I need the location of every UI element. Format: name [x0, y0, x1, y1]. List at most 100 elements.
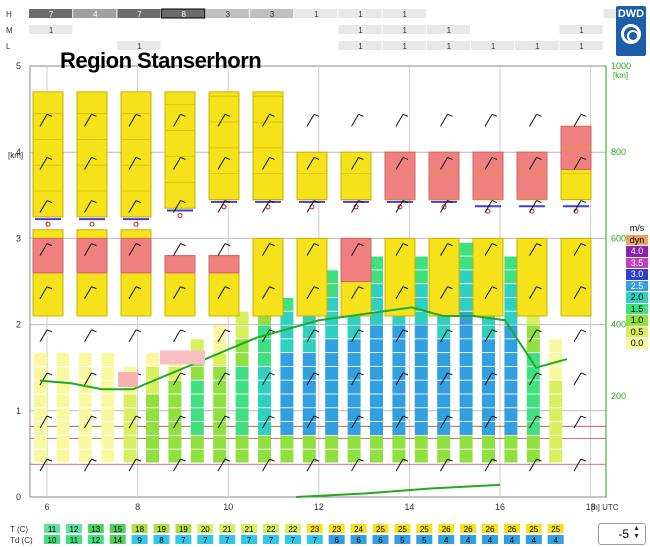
lift-cell — [392, 435, 406, 449]
x-tick-label: 8 — [135, 502, 140, 512]
t-cell — [87, 524, 104, 533]
cloud-cell — [382, 9, 426, 18]
wind-barb — [484, 372, 493, 386]
wind-barb-feather — [224, 372, 231, 376]
lift-cell — [325, 435, 339, 449]
wind-barb — [395, 329, 404, 343]
td-cell — [306, 535, 323, 544]
wind-barb — [351, 329, 359, 343]
wind-barb-feather — [313, 113, 320, 117]
lift-cell — [123, 408, 137, 422]
wind-barb-feather — [135, 286, 142, 290]
cloud-cell — [471, 41, 515, 50]
wind-barb — [529, 157, 537, 170]
lift-cell — [549, 394, 563, 408]
lift-cell — [101, 380, 115, 394]
lift-cell — [123, 394, 137, 408]
wind-barb-feather — [269, 458, 275, 462]
lift-cell — [34, 422, 47, 435]
lift-cell — [347, 380, 361, 394]
cloud-cell-value: 1 — [447, 42, 452, 51]
cloud-box — [208, 91, 240, 201]
lift-cell — [325, 353, 339, 366]
wind-barb-feather — [580, 243, 587, 247]
lift-cell — [34, 449, 47, 463]
lift-cell — [392, 394, 406, 408]
legend-item: 0.0 — [626, 338, 648, 350]
wind-barb-feather — [224, 415, 231, 419]
wind-barb — [573, 157, 582, 170]
wind-barb — [173, 458, 181, 472]
lift-cell — [549, 422, 563, 435]
wind-barb — [39, 286, 48, 299]
cloud-box — [76, 91, 108, 218]
wind-barb — [39, 157, 48, 170]
wind-barb — [351, 157, 359, 170]
td-cell — [460, 535, 477, 544]
lift-cell — [482, 366, 495, 380]
wind-barb-feather — [180, 329, 186, 333]
lift-cell — [168, 435, 182, 449]
lift-cell — [504, 256, 518, 270]
wind-barb — [351, 243, 359, 256]
cloud-cell — [117, 9, 161, 18]
wind-barb-feather — [491, 156, 498, 160]
wind-barb — [84, 458, 92, 472]
wind-barb-feather — [358, 113, 364, 117]
t-value: 25 — [376, 525, 385, 534]
cloud-cell-value: 1 — [358, 26, 363, 35]
td-cell — [131, 535, 148, 544]
lift-cell — [504, 297, 518, 311]
wind-barb — [262, 458, 270, 472]
wind-barb — [128, 329, 137, 343]
td-cell — [503, 535, 520, 544]
lift-cell — [392, 422, 406, 435]
wind-barb-feather — [402, 415, 409, 419]
t-value: 18 — [135, 525, 144, 534]
wind-barb — [573, 200, 582, 213]
wind-barb — [262, 415, 270, 429]
lift-cell — [459, 311, 473, 325]
cloud-box-strong — [340, 237, 372, 282]
lift-cell — [213, 435, 227, 449]
cloud-box-strong — [428, 151, 460, 201]
wind-barb-feather — [536, 243, 542, 247]
lift-cell — [459, 339, 473, 353]
wind-barb — [39, 415, 48, 429]
wind-barb-feather — [224, 243, 231, 247]
wind-barb — [128, 200, 137, 213]
td-cell — [482, 535, 498, 544]
lift-cell — [459, 422, 473, 435]
lift-cell — [325, 408, 339, 422]
wind-barb-feather — [313, 200, 320, 204]
lift-cell — [213, 380, 227, 394]
cloud-cell — [426, 41, 470, 50]
wind-barb — [306, 243, 315, 256]
cloud-cell — [382, 25, 426, 34]
stepper-arrows-icon[interactable]: ▲ ▼ — [633, 525, 640, 540]
lift-cell — [258, 435, 271, 449]
legend-item: 1.5 — [626, 303, 648, 315]
cloud-cell-value: 1 — [314, 10, 319, 19]
wind-barb — [306, 114, 315, 127]
lift-cell — [258, 422, 271, 435]
wind-barb-feather — [491, 329, 498, 333]
lift-cell — [190, 408, 204, 422]
wind-barb-feather — [224, 286, 231, 290]
lift-cell — [280, 435, 294, 449]
cloud-base-dot — [441, 204, 447, 210]
lift-cell — [437, 339, 451, 353]
wind-barb — [529, 114, 537, 127]
lift-cell — [370, 339, 383, 353]
wind-barb-feather — [46, 156, 53, 160]
lift-cell — [325, 366, 339, 380]
lift-cell — [459, 256, 473, 270]
wind-barb-feather — [536, 200, 542, 204]
cloud-box — [296, 237, 328, 317]
lift-cell — [459, 325, 473, 339]
lift-cell — [56, 380, 70, 394]
time-offset-stepper[interactable]: -5 ▲ ▼ — [598, 523, 646, 545]
lift-cell — [370, 435, 383, 449]
wind-barb-feather — [358, 372, 364, 376]
lift-cell — [190, 339, 204, 353]
